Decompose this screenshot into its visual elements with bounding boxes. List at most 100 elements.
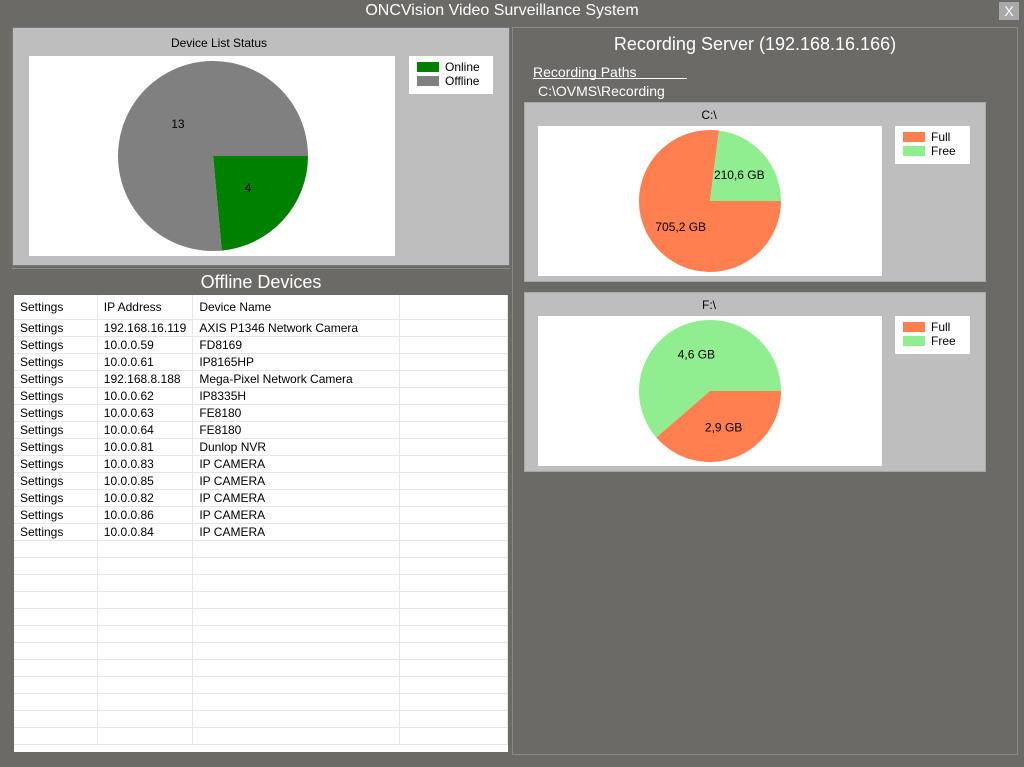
window-title: ONCVision Video Surveillance System — [365, 2, 639, 19]
settings-cell[interactable]: Settings — [14, 421, 98, 439]
table-row[interactable]: Settings 10.0.0.59 FD8169 — [14, 336, 508, 354]
empty-cell — [192, 574, 401, 592]
empty-cell — [14, 608, 98, 626]
empty-cell — [97, 591, 194, 609]
pie-slice-free — [639, 319, 781, 438]
settings-cell[interactable]: Settings — [14, 489, 98, 507]
column-header-device-name[interactable]: Device Name — [192, 295, 401, 320]
column-header-empty — [399, 295, 508, 320]
settings-cell[interactable]: Settings — [14, 523, 98, 541]
table-row[interactable]: Settings 10.0.0.64 FE8180 — [14, 421, 508, 439]
table-row[interactable]: Settings 10.0.0.82 IP CAMERA — [14, 489, 508, 507]
empty-table-row — [14, 591, 508, 609]
empty-cell — [14, 659, 98, 677]
empty-cell — [97, 659, 194, 677]
title-bar: ONCVision Video Surveillance System X — [0, 0, 1024, 24]
legend-label-full: Full — [931, 130, 951, 144]
settings-cell[interactable]: Settings — [14, 319, 98, 337]
settings-cell[interactable]: Settings — [14, 455, 98, 473]
table-row[interactable]: Settings 10.0.0.63 FE8180 — [14, 404, 508, 422]
legend-label-offline: Offline — [445, 74, 480, 88]
table-row[interactable]: Settings 10.0.0.86 IP CAMERA — [14, 506, 508, 524]
device-name-cell: FE8180 — [192, 404, 401, 422]
empty-cell — [192, 608, 401, 626]
empty-cell — [14, 591, 98, 609]
empty-cell — [97, 710, 194, 728]
empty-cell — [399, 727, 508, 745]
empty-cell — [399, 642, 508, 660]
empty-cell — [192, 693, 401, 711]
empty-cell — [399, 319, 508, 337]
settings-cell[interactable]: Settings — [14, 353, 98, 371]
table-row[interactable]: Settings 10.0.0.85 IP CAMERA — [14, 472, 508, 490]
device-status-chart-area: 4 13 — [29, 56, 395, 256]
table-row[interactable]: Settings 10.0.0.61 IP8165HP — [14, 353, 508, 371]
legend-item-offline: Offline — [417, 74, 485, 88]
empty-table-row — [14, 625, 508, 643]
close-button[interactable]: X — [999, 2, 1019, 20]
device-status-title: Device List Status — [170, 36, 268, 50]
device-name-cell: IP CAMERA — [192, 523, 401, 541]
pie-label-online: 4 — [245, 181, 252, 195]
column-header-settings[interactable]: Settings — [14, 295, 98, 320]
empty-cell — [399, 540, 508, 558]
device-name-cell: FE8180 — [192, 421, 401, 439]
legend-item-free: Free — [903, 334, 962, 348]
empty-cell — [97, 727, 194, 745]
legend-item-full: Full — [903, 130, 962, 144]
settings-cell[interactable]: Settings — [14, 336, 98, 354]
drive-c-pie: 705,2 GB 210,6 GB — [639, 130, 781, 272]
empty-cell — [97, 540, 194, 558]
empty-cell — [97, 608, 194, 626]
empty-cell — [399, 557, 508, 575]
empty-cell — [399, 472, 508, 490]
ip-address-cell: 10.0.0.63 — [97, 404, 194, 422]
pie-slice-full — [656, 391, 781, 462]
empty-table-row — [14, 574, 508, 592]
settings-cell[interactable]: Settings — [14, 506, 98, 524]
ip-address-cell: 10.0.0.62 — [97, 387, 194, 405]
device-name-cell: IP CAMERA — [192, 506, 401, 524]
settings-cell[interactable]: Settings — [14, 387, 98, 405]
table-row[interactable]: Settings 10.0.0.84 IP CAMERA — [14, 523, 508, 541]
device-name-cell: IP8335H — [192, 387, 401, 405]
ip-address-cell: 10.0.0.84 — [97, 523, 194, 541]
drive-f-panel: F:\ 2,9 GB 4,6 GB Full Free — [524, 292, 986, 472]
empty-table-row — [14, 659, 508, 677]
empty-cell — [14, 642, 98, 660]
empty-cell — [399, 404, 508, 422]
table-row[interactable]: Settings 10.0.0.81 Dunlop NVR — [14, 438, 508, 456]
empty-cell — [399, 387, 508, 405]
drive-f-legend: Full Free — [895, 316, 970, 354]
legend-item-free: Free — [903, 144, 962, 158]
table-row[interactable]: Settings 10.0.0.62 IP8335H — [14, 387, 508, 405]
settings-cell[interactable]: Settings — [14, 472, 98, 490]
empty-cell — [399, 523, 508, 541]
table-row[interactable]: Settings 10.0.0.83 IP CAMERA — [14, 455, 508, 473]
table-row[interactable]: Settings 192.168.8.188 Mega-Pixel Network … — [14, 370, 508, 388]
settings-cell[interactable]: Settings — [14, 438, 98, 456]
device-name-cell: Dunlop NVR — [192, 438, 401, 456]
pie-slice-free — [710, 130, 781, 201]
column-header-ip-address[interactable]: IP Address — [97, 295, 194, 320]
empty-cell — [97, 557, 194, 575]
full-swatch — [903, 132, 925, 142]
empty-cell — [399, 506, 508, 524]
settings-cell[interactable]: Settings — [14, 404, 98, 422]
table-row[interactable]: Settings 192.168.16.119 AXIS P1346 Network… — [14, 319, 508, 337]
offline-swatch — [417, 76, 439, 86]
divider — [12, 268, 510, 269]
recording-server-panel: Recording Server (192.168.16.166) Record… — [512, 27, 1018, 755]
empty-cell — [192, 540, 401, 558]
settings-cell[interactable]: Settings — [14, 370, 98, 388]
empty-cell — [14, 574, 98, 592]
ip-address-cell: 10.0.0.85 — [97, 472, 194, 490]
empty-cell — [192, 676, 401, 694]
empty-cell — [192, 625, 401, 643]
empty-cell — [399, 693, 508, 711]
device-name-cell: IP CAMERA — [192, 472, 401, 490]
ip-address-cell: 10.0.0.61 — [97, 353, 194, 371]
pie-label-offline: 13 — [171, 117, 185, 131]
empty-cell — [14, 625, 98, 643]
empty-cell — [399, 455, 508, 473]
